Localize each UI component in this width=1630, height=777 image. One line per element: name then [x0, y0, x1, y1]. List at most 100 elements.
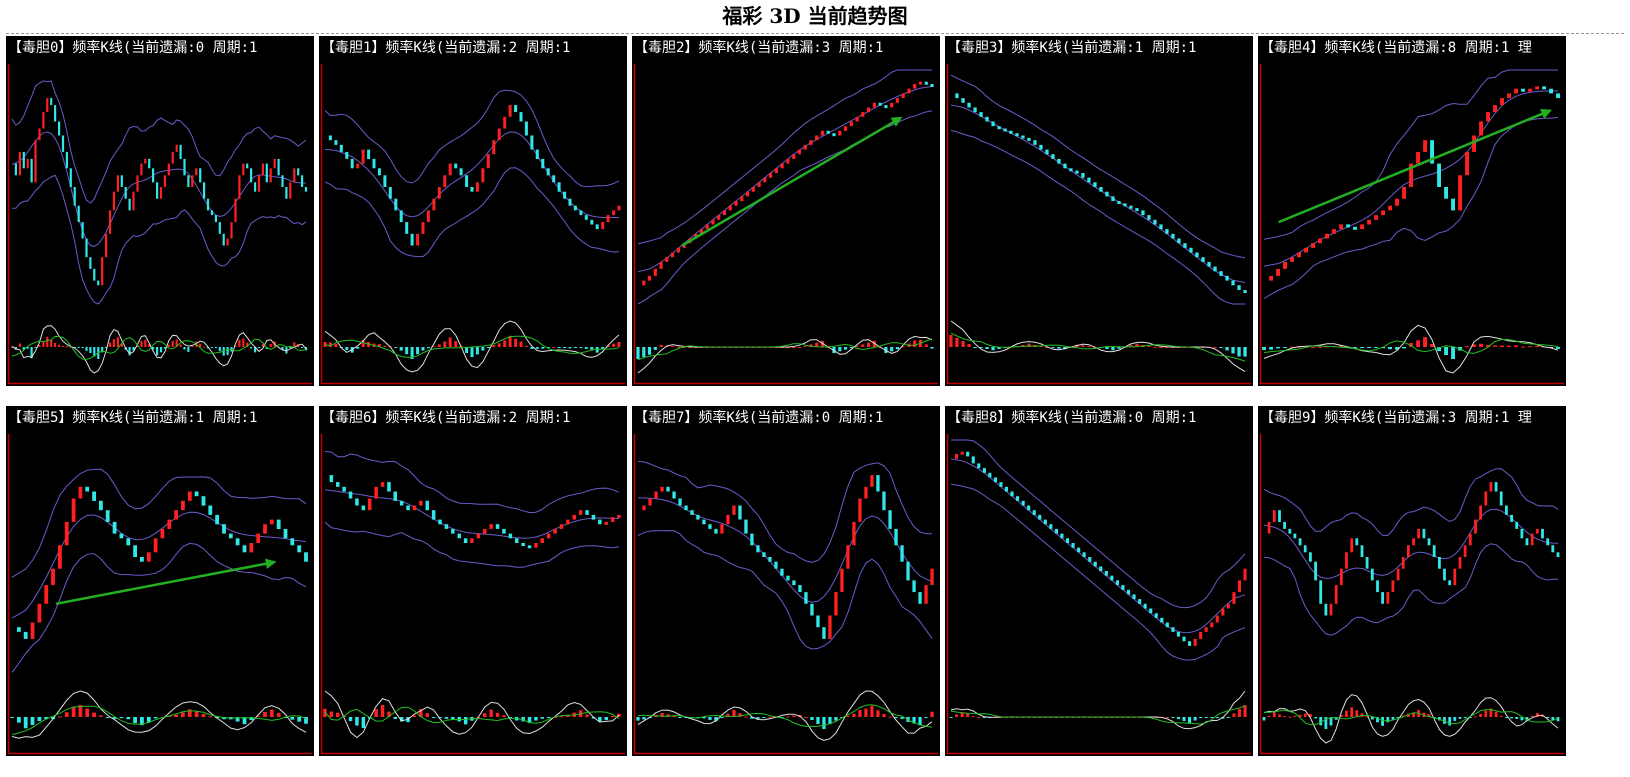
oscillator-bar — [1500, 345, 1504, 347]
panel-title: 【毒胆0】频率K线(当前遗漏:0 周期:1 — [8, 40, 258, 56]
candle-up — [187, 491, 192, 501]
oscillator-bar — [242, 717, 247, 725]
candle-down — [222, 524, 226, 534]
candle-down — [527, 545, 532, 549]
band-middle-line — [637, 86, 933, 273]
oscillator-bar — [377, 344, 381, 347]
oscillator-bar — [1520, 717, 1524, 721]
oscillator-bar — [226, 347, 229, 356]
candle-down — [1093, 182, 1097, 187]
candle-up — [665, 257, 669, 262]
oscillator-bar — [1339, 345, 1343, 347]
oscillator-bar — [167, 344, 170, 347]
candle-up — [653, 268, 657, 276]
oscillator-bar — [475, 347, 479, 355]
candle-up — [105, 233, 108, 258]
oscillator-bar — [93, 347, 96, 357]
oscillator-bar — [1556, 717, 1560, 722]
candle-down — [431, 510, 436, 520]
oscillator-bar — [1297, 346, 1301, 348]
oscillator-bar — [194, 711, 199, 717]
oscillator-bar — [257, 347, 261, 348]
candle-up — [913, 84, 917, 89]
candle-down — [215, 514, 219, 525]
candle-up — [1381, 210, 1385, 216]
candle-down — [579, 210, 583, 216]
trend-arrow-head — [265, 558, 277, 569]
candle-down — [924, 81, 928, 85]
oscillator-bar — [1479, 713, 1482, 717]
oscillator-bar — [438, 717, 442, 719]
oscillator-bar — [590, 347, 594, 351]
candle-down — [1110, 575, 1114, 581]
oscillator-bar — [546, 717, 551, 718]
candle-up — [720, 524, 724, 534]
candle-up — [1360, 224, 1364, 230]
candle-up — [840, 568, 844, 593]
candle-up — [1395, 198, 1399, 206]
candle-down — [387, 482, 391, 492]
oscillator-bar — [426, 347, 430, 349]
candle-down — [1176, 631, 1180, 637]
candle-up — [293, 168, 296, 183]
candle-down — [1021, 500, 1025, 506]
candle-down — [438, 519, 442, 525]
oscillator-bar — [1105, 347, 1109, 349]
candle-down — [997, 126, 1001, 130]
panel-title: 【毒胆2】频率K线(当前遗漏:3 周期:1 — [634, 40, 884, 56]
candle-down — [1515, 521, 1519, 529]
chart-panel-6: 【毒胆6】频率K线(当前遗漏:2 周期:1 — [319, 406, 627, 756]
candle-up — [751, 187, 755, 192]
candle-down — [1153, 219, 1157, 225]
candle-down — [254, 182, 257, 192]
candle-down — [148, 158, 151, 169]
candle-up — [1232, 592, 1236, 604]
oscillator-bar — [132, 347, 135, 351]
oscillator-bar — [323, 342, 327, 347]
oscillator-bar — [671, 346, 675, 348]
oscillator-bar — [1376, 717, 1379, 723]
oscillator-bar — [1453, 717, 1457, 721]
oscillator-bar — [140, 340, 143, 347]
oscillator-bar — [653, 347, 657, 350]
frequency-k-line-chart — [633, 434, 938, 755]
oscillator-bar — [1535, 712, 1539, 717]
candle-up — [230, 222, 233, 239]
candle-down — [1525, 538, 1529, 546]
candle-up — [734, 201, 738, 206]
oscillator-bar — [1499, 715, 1503, 717]
candle-up — [606, 215, 610, 223]
candle-up — [426, 210, 430, 223]
candle-down — [304, 552, 308, 562]
candle-down — [1448, 580, 1452, 586]
oscillator-bar — [1021, 345, 1025, 347]
candle-down — [242, 545, 247, 553]
candle-up — [648, 498, 652, 506]
candle-down — [1432, 545, 1436, 557]
candle-up — [489, 524, 493, 529]
frequency-k-line-chart — [946, 434, 1251, 755]
candle-down — [377, 168, 381, 176]
candle-down — [1054, 528, 1058, 534]
oscillator-bar — [966, 713, 970, 717]
candle-down — [1283, 521, 1286, 529]
oscillator-bar — [912, 717, 916, 724]
band-upper-line — [1263, 468, 1559, 537]
candle-up — [540, 538, 544, 543]
candle-up — [1339, 224, 1343, 230]
oscillator-bar — [888, 716, 892, 718]
oscillator-slow-line — [11, 335, 307, 360]
candle-down — [1081, 173, 1085, 178]
oscillator-bar — [1381, 717, 1384, 726]
oscillator-fast-line — [1263, 694, 1559, 744]
candle-up — [470, 538, 474, 543]
candle-down — [1039, 144, 1043, 150]
candle-up — [1407, 545, 1410, 557]
candle-up — [1463, 545, 1467, 557]
candle-down — [1189, 247, 1193, 253]
oscillator-bar — [1507, 345, 1511, 347]
candle-down — [1521, 88, 1525, 92]
band-lower-line — [12, 174, 307, 305]
candle-down — [1219, 271, 1223, 276]
oscillator-bar — [1412, 712, 1415, 717]
